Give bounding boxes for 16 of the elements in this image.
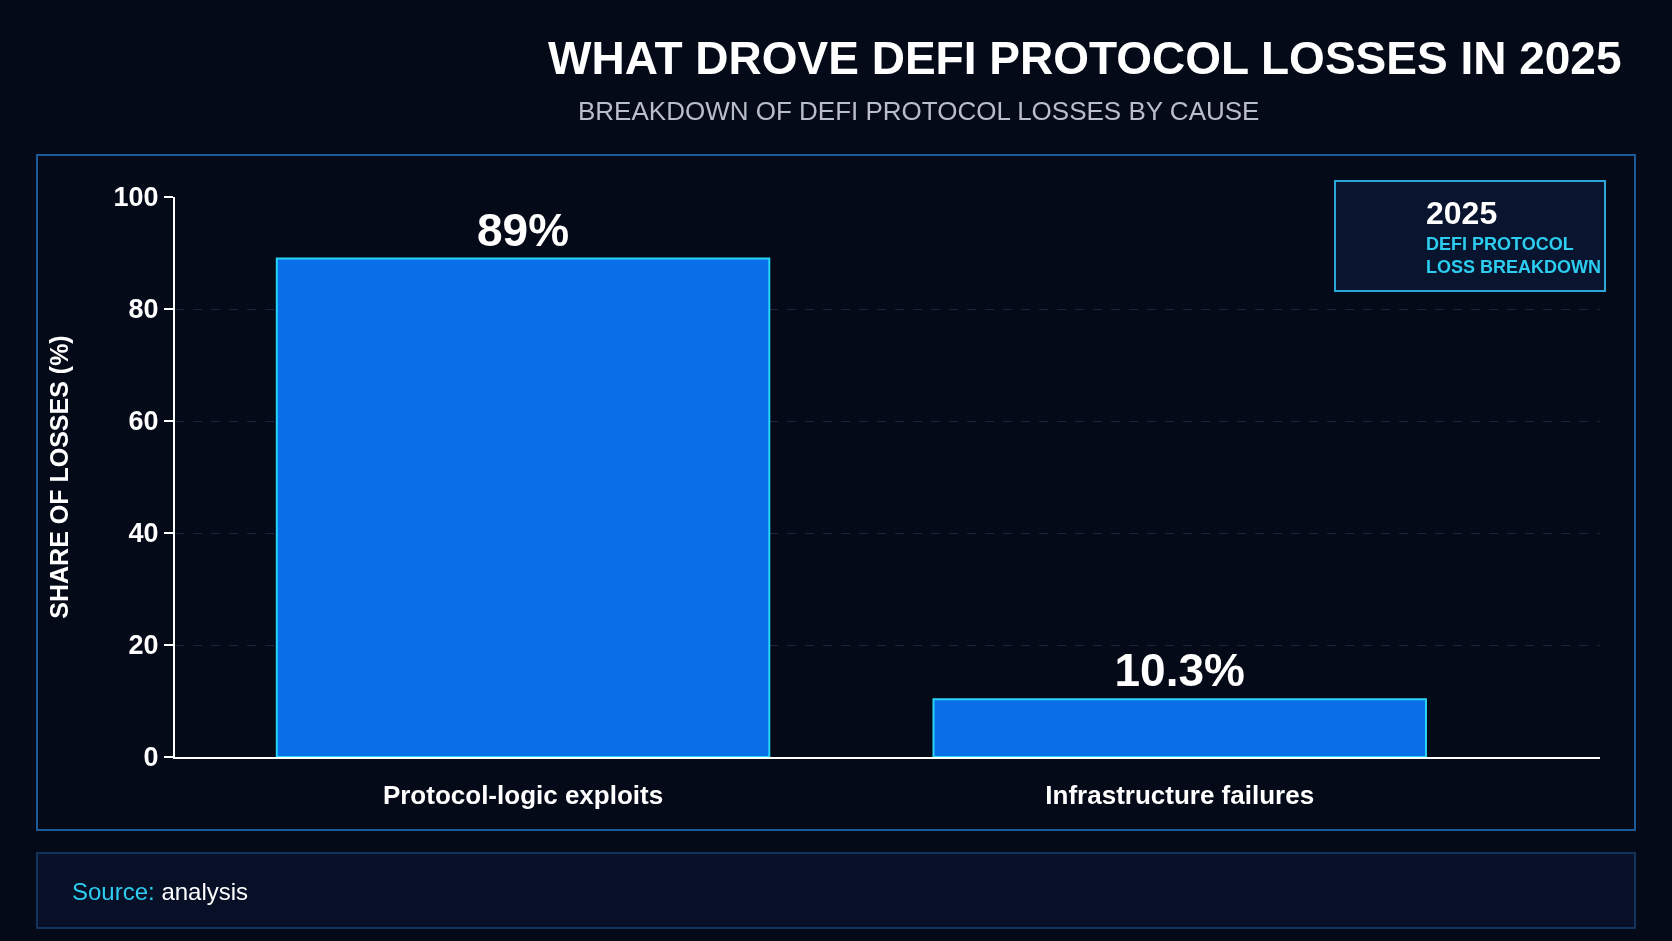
x-tick-label: Protocol-logic exploits <box>382 780 664 811</box>
y-tick-label: 60 <box>128 406 159 437</box>
data-label: 10.3% <box>1114 644 1245 697</box>
y-tick-label: 100 <box>113 182 159 213</box>
y-tick-label: 20 <box>128 630 159 661</box>
y-axis-title: SHARE OF LOSSES (%) <box>44 335 73 619</box>
data-label: 89% <box>477 203 570 256</box>
x-tick-label: Infrastructure failures <box>1045 780 1315 811</box>
annotation: DEFI PROTOCOL LOSS BREAKDOWN <box>1426 234 1601 278</box>
y-tick-label: 0 <box>143 742 159 773</box>
chart-subtitle: BREAKDOWN OF DEFI PROTOCOL LOSSES BY CAUSE <box>578 96 1260 126</box>
source-note: Source: analysis <box>72 878 249 905</box>
chart-title: WHAT DROVE DEFI PROTOCOL LOSSES IN 2025 <box>548 32 1622 84</box>
annotation: 2025 <box>1426 195 1498 231</box>
y-tick-label: 80 <box>128 294 159 325</box>
y-tick-label: 40 <box>128 518 159 549</box>
